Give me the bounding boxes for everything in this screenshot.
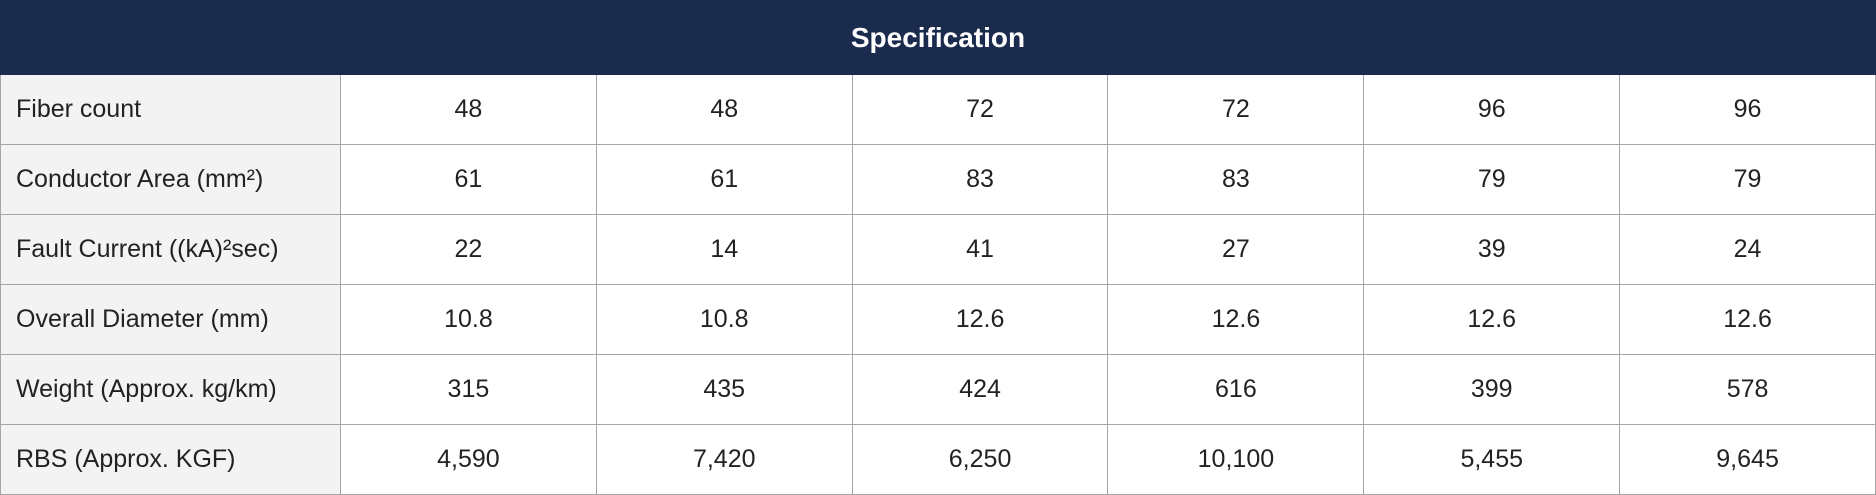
cell-value: 72 <box>851 74 1109 145</box>
cell-value: 7,420 <box>595 424 853 495</box>
cell-value: 22 <box>340 214 597 285</box>
row-label: Fault Current ((kA)²sec) <box>0 214 341 285</box>
cell-value: 4,590 <box>340 424 597 495</box>
table-body: Fiber count 48 48 72 72 96 96 Conductor Area (m… <box>0 74 1876 495</box>
row-label: Fiber count <box>0 74 341 145</box>
row-label: RBS (Approx. KGF) <box>0 424 341 495</box>
cell-value: 27 <box>1107 214 1365 285</box>
cell-value: 83 <box>851 144 1109 215</box>
cell-value: 83 <box>1107 144 1365 215</box>
cell-value: 96 <box>1619 74 1876 145</box>
cell-value: 399 <box>1363 354 1621 425</box>
cell-value: 10.8 <box>340 284 597 355</box>
cell-value: 96 <box>1363 74 1621 145</box>
cell-value: 41 <box>851 214 1109 285</box>
cell-value: 79 <box>1363 144 1621 215</box>
cell-value: 79 <box>1619 144 1876 215</box>
cell-value: 24 <box>1619 214 1876 285</box>
table-title: Specification <box>0 0 1876 75</box>
cell-value: 578 <box>1619 354 1876 425</box>
cell-value: 12.6 <box>851 284 1109 355</box>
cell-value: 39 <box>1363 214 1621 285</box>
cell-value: 315 <box>340 354 597 425</box>
cell-value: 72 <box>1107 74 1365 145</box>
row-label: Weight (Approx. kg/km) <box>0 354 341 425</box>
cell-value: 616 <box>1107 354 1365 425</box>
table-row: Overall Diameter (mm) 10.8 10.8 12.6 12.6 12.… <box>0 284 1876 355</box>
cell-value: 61 <box>340 144 597 215</box>
cell-value: 10.8 <box>595 284 853 355</box>
cell-value: 6,250 <box>851 424 1109 495</box>
cell-value: 12.6 <box>1619 284 1876 355</box>
table-row: Weight (Approx. kg/km) 315 435 424 616 399 578 <box>0 354 1876 425</box>
cell-value: 10,100 <box>1107 424 1365 495</box>
cell-value: 5,455 <box>1363 424 1621 495</box>
cell-value: 12.6 <box>1363 284 1621 355</box>
row-label: Conductor Area (mm²) <box>0 144 341 215</box>
cell-value: 48 <box>340 74 597 145</box>
cell-value: 9,645 <box>1619 424 1876 495</box>
table-row: Conductor Area (mm²) 61 61 83 83 79 79 <box>0 144 1876 215</box>
header-row: Specification <box>0 0 1876 75</box>
row-label: Overall Diameter (mm) <box>0 284 341 355</box>
table-row: RBS (Approx. KGF) 4,590 7,420 6,250 10,100 5,… <box>0 424 1876 495</box>
cell-value: 424 <box>851 354 1109 425</box>
cell-value: 14 <box>595 214 853 285</box>
cell-value: 48 <box>595 74 853 145</box>
cell-value: 435 <box>595 354 853 425</box>
cell-value: 12.6 <box>1107 284 1365 355</box>
table-row: Fiber count 48 48 72 72 96 96 <box>0 74 1876 145</box>
cell-value: 61 <box>595 144 853 215</box>
table-row: Fault Current ((kA)²sec) 22 14 41 27 39 24 <box>0 214 1876 285</box>
